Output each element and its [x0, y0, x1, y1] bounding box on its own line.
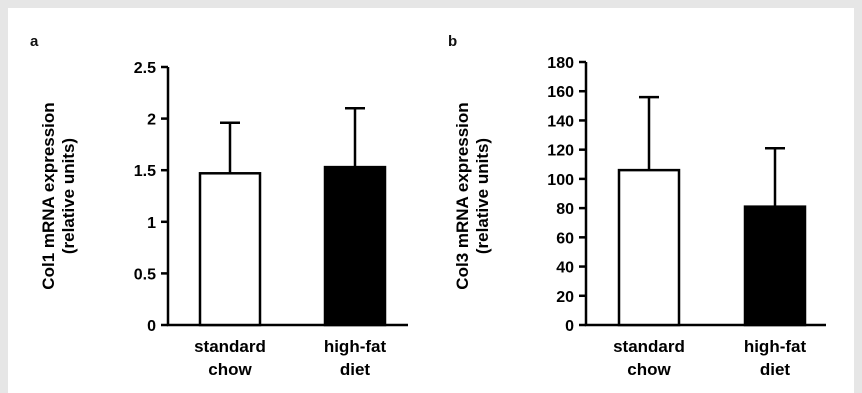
y-tick-label: 80	[556, 201, 574, 218]
y-tick-label: 0.5	[134, 266, 156, 283]
y-tick-label: 140	[547, 113, 574, 130]
panel-label: a	[30, 33, 39, 50]
y-tick-label: 1.5	[134, 163, 156, 180]
category-label: standard	[613, 337, 685, 356]
category-label: diet	[340, 360, 371, 379]
panel-b: b 0 20 40 60 80 100 120 140 160 180 standard chow hig…	[448, 33, 826, 379]
bar	[617, 168, 681, 327]
y-tick-label: 120	[547, 143, 574, 160]
bar	[323, 165, 387, 327]
y-tick-label: 0	[565, 318, 574, 335]
y-axis-label: (relative units)	[473, 138, 492, 254]
y-tick-label: 1	[147, 215, 156, 232]
category-label: high-fat	[744, 337, 807, 356]
y-tick-label: 20	[556, 289, 574, 306]
panel-a: a 0 0.5 1 1.5 2 2.5 standard chow high-fat diet Col…	[30, 33, 408, 379]
y-tick-label: 2.5	[134, 60, 156, 77]
category-label: chow	[208, 360, 252, 379]
y-axis-label: (relative units)	[59, 138, 78, 254]
figure-svg: a 0 0.5 1 1.5 2 2.5 standard chow high-fat diet Col…	[30, 33, 826, 379]
y-tick-label: 160	[547, 84, 574, 101]
category-label: high-fat	[324, 337, 387, 356]
category-label: standard	[194, 337, 266, 356]
y-tick-label: 180	[547, 55, 574, 72]
y-axis-label: Col1 mRNA expression	[39, 102, 58, 289]
y-tick-label: 100	[547, 172, 574, 189]
figure-frame: a 0 0.5 1 1.5 2 2.5 standard chow high-fat diet Col…	[8, 8, 854, 393]
category-label: chow	[627, 360, 671, 379]
panel-label: b	[448, 33, 457, 50]
y-axis-label: Col3 mRNA expression	[453, 102, 472, 289]
bar	[198, 172, 262, 327]
category-label: diet	[760, 360, 791, 379]
y-tick-label: 40	[556, 260, 574, 277]
y-tick-label: 0	[147, 318, 156, 335]
y-tick-label: 2	[147, 112, 156, 129]
y-tick-label: 60	[556, 230, 574, 247]
bar	[743, 205, 807, 327]
